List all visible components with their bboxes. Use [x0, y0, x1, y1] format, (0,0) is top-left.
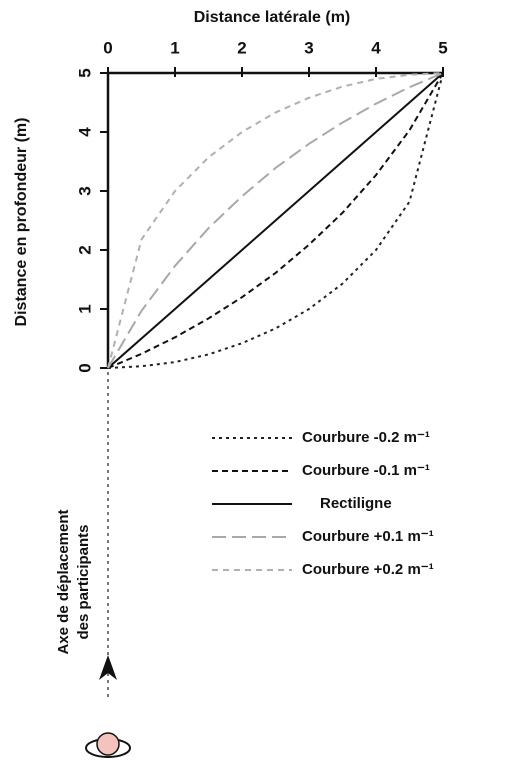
y-tick-label: 1: [75, 304, 94, 313]
participant: [96, 732, 120, 756]
legend-label: Rectiligne: [320, 495, 392, 512]
x-tick-label: 2: [237, 38, 246, 57]
y-tick-label: 5: [75, 68, 94, 77]
x-tick-label: 4: [371, 38, 381, 57]
y-tick-label: 0: [75, 363, 94, 372]
x-tick-label: 5: [438, 38, 447, 57]
curve: [107, 72, 444, 369]
curve: [107, 72, 444, 369]
annotation: des participants: [75, 524, 92, 639]
x-axis-label: Distance latérale (m): [194, 9, 351, 26]
arrow: [99, 655, 117, 680]
y-tick-label: 3: [75, 186, 94, 195]
legend-label: Courbure -0.2 m⁻¹: [302, 429, 430, 446]
x-tick-label: 0: [103, 38, 112, 57]
curve: [107, 72, 444, 369]
curve: [107, 72, 444, 369]
y-axis-label: Distance en profondeur (m): [13, 118, 30, 327]
y-tick-label: 2: [75, 245, 94, 254]
x-tick-label: 3: [304, 38, 313, 57]
annotation: Axe de déplacement: [55, 509, 72, 654]
y-tick-label: 4: [75, 127, 94, 137]
curve: [107, 72, 444, 369]
legend-label: Courbure +0.2 m⁻¹: [302, 561, 434, 578]
legend-label: Courbure +0.1 m⁻¹: [302, 528, 434, 545]
legend-label: Courbure -0.1 m⁻¹: [302, 462, 430, 479]
x-tick-label: 1: [170, 38, 179, 57]
